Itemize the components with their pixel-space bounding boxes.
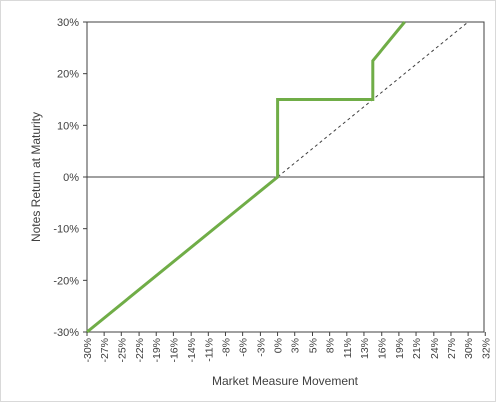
- x-tick-label: -16%: [168, 338, 180, 363]
- x-tick-label: 27%: [446, 338, 458, 359]
- x-tick-label: 0%: [273, 338, 285, 353]
- x-tick-label: 3%: [290, 338, 302, 353]
- reference-line-dashed: [86, 21, 469, 333]
- x-tick-label: -30%: [82, 338, 94, 363]
- x-tick-label: -8%: [220, 338, 232, 357]
- x-tick-label: -11%: [203, 338, 215, 362]
- x-tick-label: 13%: [359, 338, 371, 359]
- y-tick-label: -10%: [53, 224, 79, 236]
- y-tick-label: -30%: [53, 327, 79, 339]
- x-tick-label: -19%: [151, 338, 163, 363]
- x-tick-label: -27%: [99, 338, 111, 363]
- y-tick-label: 30%: [57, 17, 79, 29]
- x-tick-label: -22%: [134, 338, 146, 363]
- y-tick-label: 10%: [57, 120, 79, 132]
- y-axis-label: Notes Return at Maturity: [29, 112, 43, 242]
- y-tick-label: 20%: [57, 69, 79, 81]
- x-tick-label: 5%: [307, 338, 319, 353]
- x-tick-label: 19%: [394, 338, 406, 359]
- y-tick-label: 0%: [63, 172, 79, 184]
- x-tick-label: 11%: [342, 338, 354, 358]
- x-tick-label: -6%: [238, 338, 250, 357]
- notes-return-line: [86, 21, 406, 334]
- x-axis-label: Market Measure Movement: [212, 374, 359, 388]
- x-tick-label: 32%: [480, 338, 492, 359]
- x-tick-label: -25%: [116, 338, 128, 363]
- x-tick-label: 16%: [377, 338, 389, 359]
- x-tick-label: 30%: [463, 338, 475, 359]
- x-tick-label: 8%: [325, 338, 337, 353]
- x-tick-label: -3%: [255, 338, 267, 357]
- y-tick-label: -20%: [53, 275, 79, 287]
- x-tick-label: 21%: [411, 338, 423, 359]
- x-tick-label: 24%: [429, 338, 441, 359]
- x-tick-label: -14%: [186, 338, 198, 363]
